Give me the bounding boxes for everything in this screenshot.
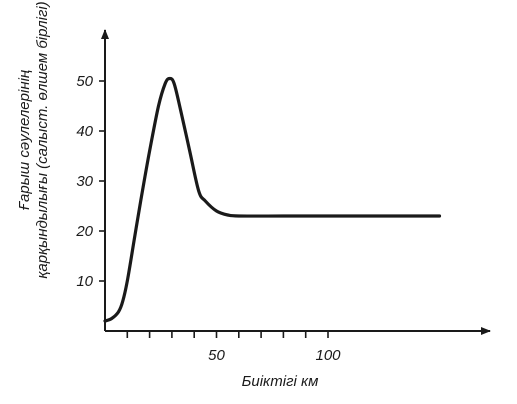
y-tick-label: 30 [76,173,93,190]
y-axis-label: Ғарыш сәулелерінің қарқындылығы (салыст.… [16,1,51,278]
x-tick-label: 100 [315,347,341,364]
y-axis-label-line-1: Ғарыш сәулелерінің [16,70,33,210]
y-tick-label: 20 [75,223,93,240]
y-tick-label: 40 [76,123,93,140]
x-tick-label: 50 [208,347,225,364]
data-series-line [103,76,442,323]
x-axis-label: Биіктігі км [242,373,319,390]
y-tick-label: 50 [76,73,93,90]
y-axis-label-line-2: қарқындылығы (салыст. өлшем бірлігі) [34,1,51,278]
y-tick-label: 10 [76,273,93,290]
y-ticks: 10 20 30 40 50 [75,73,105,290]
x-ticks: 50 100 [126,331,341,364]
